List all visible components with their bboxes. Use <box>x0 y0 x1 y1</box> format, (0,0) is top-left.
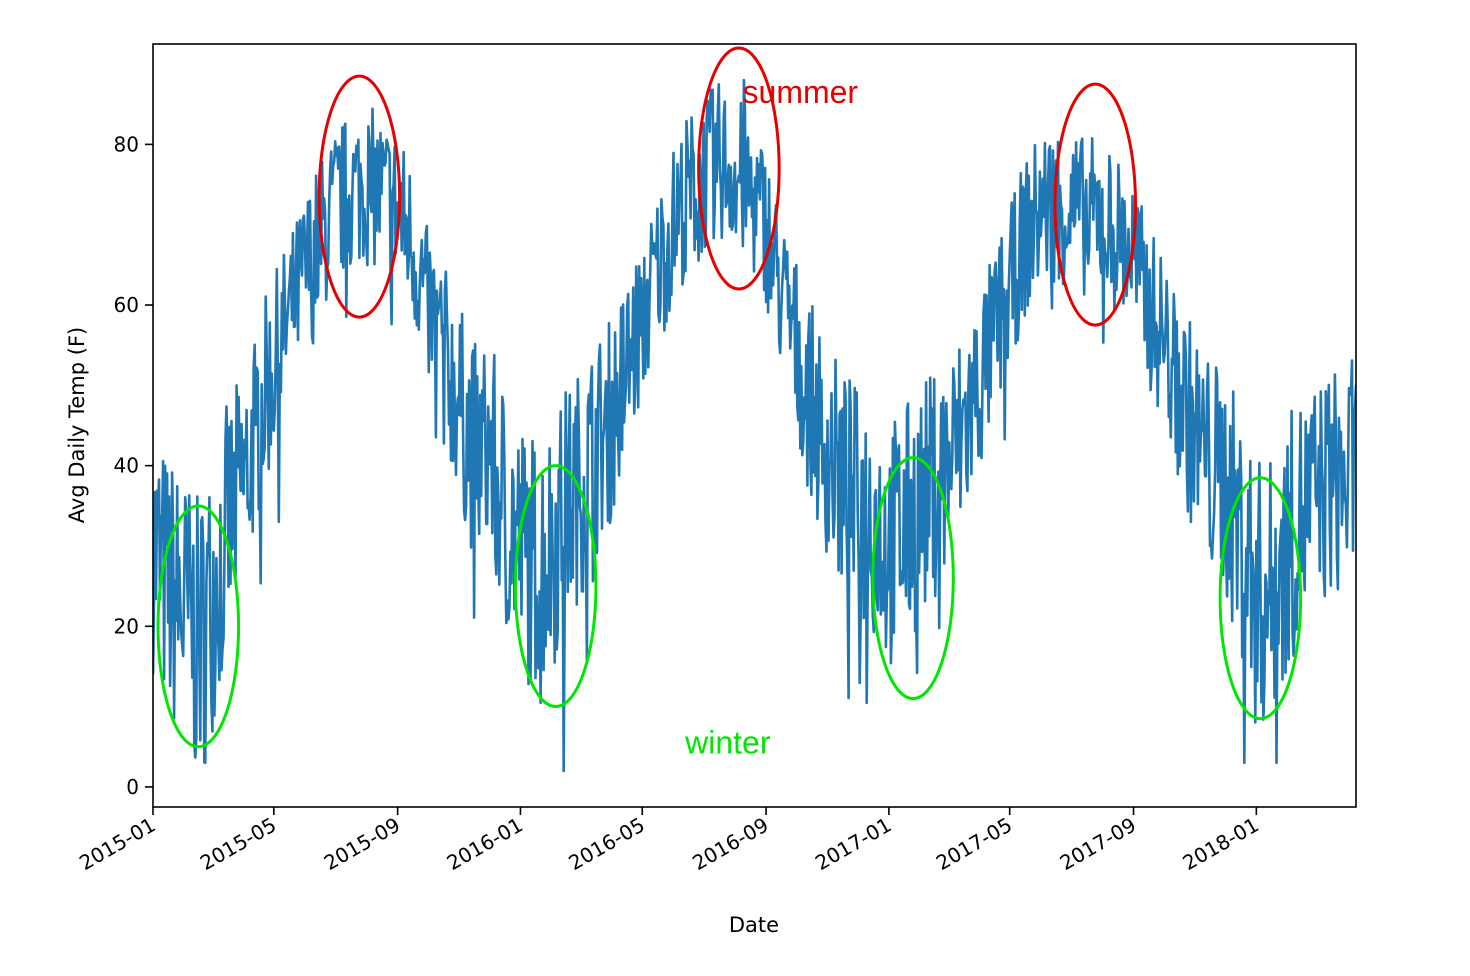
series-layer <box>153 78 1356 773</box>
x-tick-label: 2016-05 <box>564 813 648 876</box>
summer-circle <box>697 46 781 291</box>
summer-annotation: summer <box>743 74 859 110</box>
y-tick-label: 20 <box>114 614 139 638</box>
highlight-circles <box>156 46 1303 749</box>
winter-circle <box>156 504 241 749</box>
plot-frame <box>152 43 1357 808</box>
y-tick-label: 60 <box>114 293 139 317</box>
x-tick-label: 2015-01 <box>75 813 159 876</box>
y-axis-label: Avg Daily Temp (F) <box>65 327 89 524</box>
temperature-line <box>153 78 1356 773</box>
x-tick-label: 2015-09 <box>320 813 404 876</box>
y-tick-label: 40 <box>114 454 139 478</box>
x-tick-label: 2018-01 <box>1178 813 1262 876</box>
winter-annotation: winter <box>684 725 771 761</box>
summer-circle <box>317 74 402 319</box>
x-tick-label: 2016-01 <box>443 813 527 876</box>
winter-circle <box>513 464 598 709</box>
y-axis: 0 20 40 60 80 <box>114 132 153 799</box>
x-axis-label: Date <box>729 913 779 937</box>
winter-circle <box>871 456 955 701</box>
x-tick-label: 2017-01 <box>811 813 895 876</box>
y-tick-label: 0 <box>126 775 139 799</box>
annotations: summer winter <box>684 74 858 761</box>
x-tick-label: 2016-09 <box>688 813 772 876</box>
summer-circle <box>1053 82 1138 327</box>
x-tick-label: 2017-05 <box>932 813 1016 876</box>
x-tick-label: 2015-05 <box>196 813 280 876</box>
x-tick-label: 2017-09 <box>1056 813 1140 876</box>
winter-circle <box>1218 476 1303 721</box>
y-tick-label: 80 <box>114 132 139 156</box>
x-axis: 2015-01 2015-05 2015-09 2016-01 2016-05 2016-… <box>75 807 1263 875</box>
